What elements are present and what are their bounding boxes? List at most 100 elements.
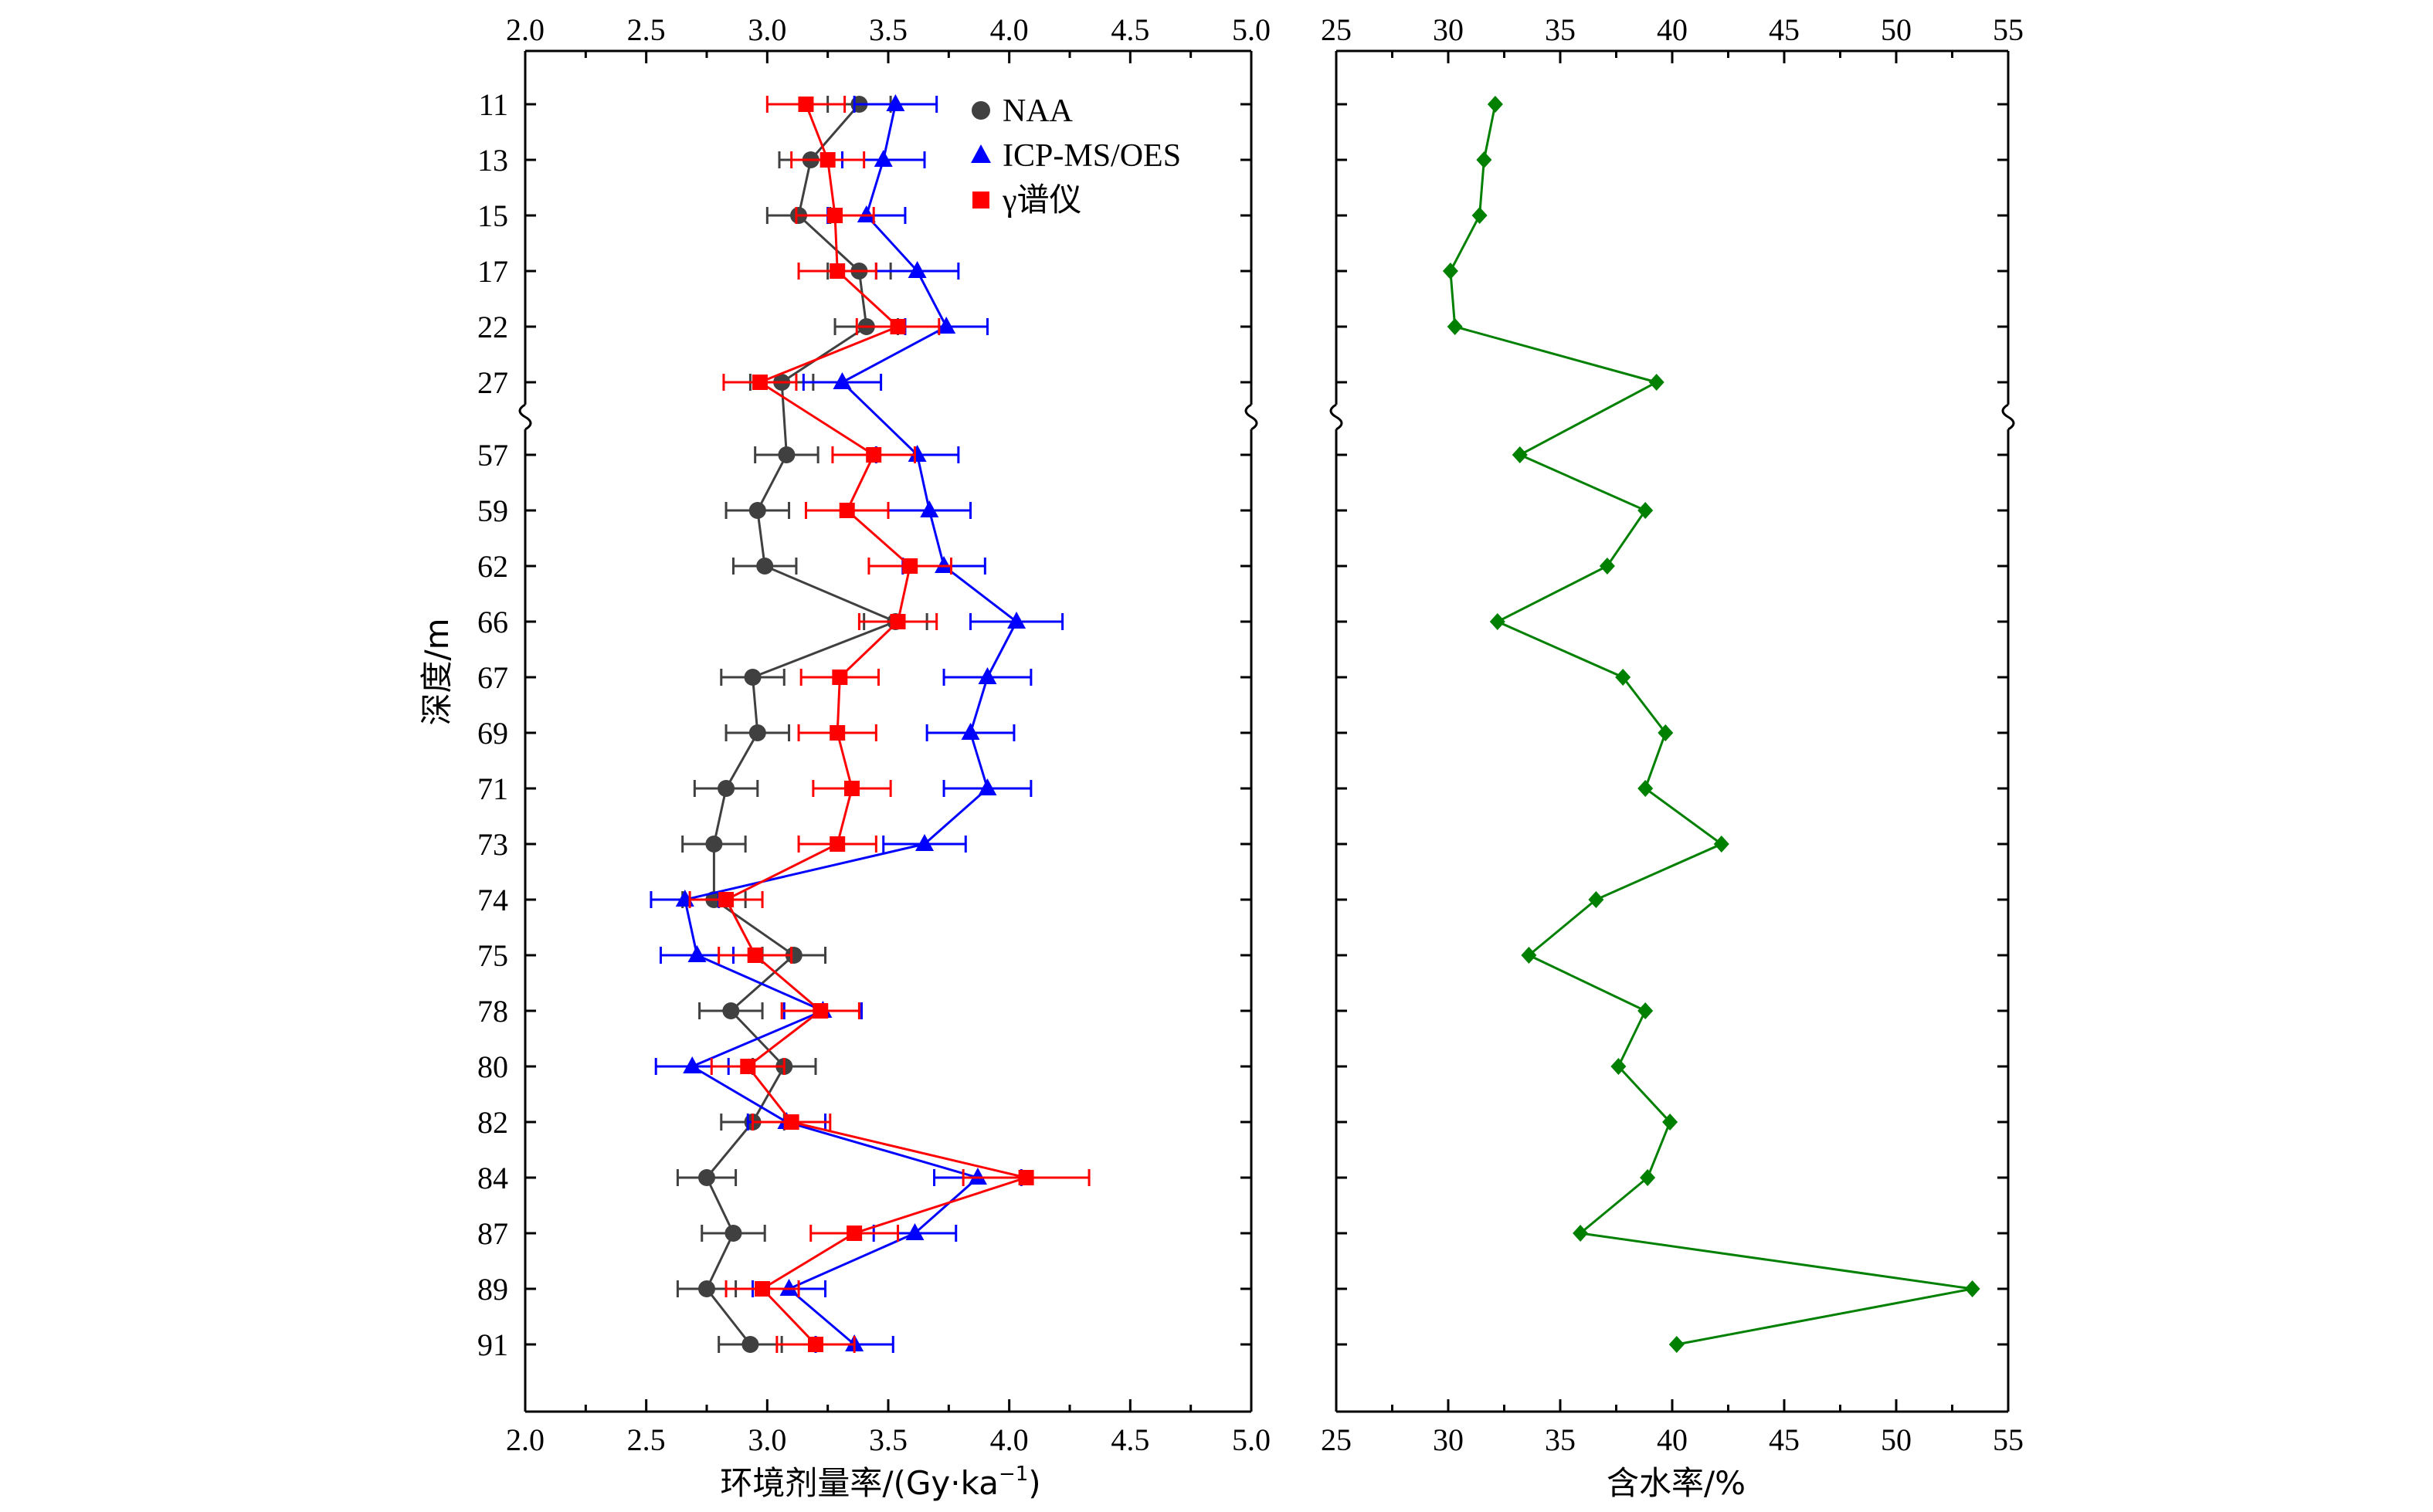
data-point	[1658, 724, 1674, 741]
data-point	[705, 836, 723, 853]
data-point	[968, 1168, 987, 1185]
series-line	[684, 103, 1018, 1346]
depth-tick-label-22: 22	[477, 310, 508, 344]
data-point	[1442, 263, 1458, 280]
depth-tick-label-13: 13	[477, 143, 508, 178]
dose-xtick-label-top: 4.5	[1111, 12, 1149, 47]
data-point	[937, 317, 956, 334]
data-point	[687, 945, 707, 962]
depth-tick-label-69: 69	[477, 716, 508, 751]
data-point	[1573, 1225, 1589, 1242]
dose-xtick-label-top: 4.0	[990, 12, 1029, 47]
data-point	[1637, 780, 1654, 797]
depth-tick-label-11: 11	[478, 87, 508, 122]
data-point	[683, 1056, 702, 1073]
water-xtick-label-bottom: 35	[1545, 1422, 1576, 1457]
legend-marker-1	[971, 144, 991, 163]
dose-xtick-label-bottom: 2.5	[627, 1422, 666, 1457]
x-axis-title-dose-rate-superscript: −1	[999, 1463, 1028, 1486]
dose-xtick-label-bottom: 5.0	[1232, 1422, 1271, 1457]
data-point	[874, 150, 893, 167]
legend-marker-2	[972, 192, 989, 208]
data-point	[1476, 151, 1492, 168]
data-point	[798, 97, 814, 112]
legend-label-1: ICP-MS/OES	[1003, 138, 1181, 174]
data-point	[741, 1336, 759, 1353]
data-point	[1668, 1336, 1685, 1353]
data-point	[744, 669, 762, 686]
depth-tick-label-84: 84	[477, 1161, 508, 1195]
data-point	[1610, 1058, 1627, 1075]
dose-xtick-label-bottom: 4.0	[990, 1422, 1029, 1457]
depth-tick-label-67: 67	[477, 660, 508, 695]
data-point	[1018, 1170, 1034, 1185]
depth-tick-label-17: 17	[477, 254, 508, 289]
data-point	[722, 1002, 740, 1019]
data-point	[978, 778, 997, 795]
data-point	[890, 614, 906, 629]
data-point	[1447, 318, 1463, 335]
water-content-axes: 25 25 30 30 35 35 40 40 45 45 50 50 55 55	[1321, 12, 2024, 1457]
data-point	[779, 1279, 799, 1296]
data-point	[1640, 1169, 1656, 1186]
dose-series-0	[676, 96, 928, 1353]
data-point	[935, 556, 954, 573]
data-point	[1521, 947, 1537, 964]
water-xtick-label-top: 25	[1321, 12, 1352, 47]
data-point	[718, 892, 735, 907]
data-point	[1487, 96, 1503, 113]
data-point	[915, 834, 934, 851]
dose-xtick-label-top: 3.0	[748, 12, 786, 47]
data-point	[748, 502, 766, 519]
data-point	[847, 1226, 863, 1241]
dose-xtick-label-top: 3.5	[869, 12, 908, 47]
data-point	[902, 558, 918, 574]
water-axis-break-right	[2001, 403, 2015, 431]
water-axis-break-left	[1329, 403, 1343, 431]
water-xtick-label-bottom: 25	[1321, 1422, 1352, 1457]
data-point	[752, 375, 768, 390]
x-axis-title-water-content: 含水率/%	[1607, 1464, 1746, 1502]
data-point	[756, 558, 774, 575]
data-point	[740, 1059, 756, 1074]
depth-tick-label-73: 73	[477, 827, 508, 862]
data-point	[698, 1169, 715, 1186]
data-point	[1007, 612, 1026, 629]
dose-xtick-label-top: 2.5	[627, 12, 666, 47]
data-point	[844, 781, 860, 796]
legend-label-0: NAA	[1003, 93, 1074, 129]
depth-tick-label-74: 74	[477, 883, 508, 917]
depth-tick-label-62: 62	[477, 549, 508, 584]
water-xtick-label-top: 50	[1881, 12, 1912, 47]
data-point	[908, 261, 927, 278]
data-point	[778, 446, 796, 463]
depth-tick-label-57: 57	[477, 438, 508, 473]
depth-tick-label-59: 59	[477, 493, 508, 528]
data-point	[961, 723, 980, 740]
depth-tick-label-75: 75	[477, 938, 508, 973]
data-point	[1648, 374, 1664, 391]
water-content-plot-area	[1442, 96, 1980, 1353]
dose-rate-axes: 2.0 2.0 2.5 2.5 3.0 3.0 3.5 3.5 4.0 4.0 4.5 4.5 5.0 5…	[477, 12, 1271, 1457]
data-point	[830, 725, 846, 741]
water-xtick-label-bottom: 45	[1769, 1422, 1800, 1457]
water-xtick-label-bottom: 30	[1433, 1422, 1464, 1457]
dose-xtick-label-bottom: 3.0	[748, 1422, 786, 1457]
dose-rate-plot-area	[650, 94, 1091, 1353]
data-point	[1637, 502, 1654, 519]
data-point	[1662, 1114, 1678, 1131]
data-point	[1471, 207, 1488, 224]
data-point	[886, 94, 905, 111]
water-xtick-label-top: 35	[1545, 12, 1576, 47]
data-point	[1599, 558, 1615, 575]
data-point	[839, 503, 855, 518]
series-line	[1449, 103, 1973, 1346]
water-xtick-label-top: 40	[1657, 12, 1688, 47]
dose-series-1	[650, 94, 1064, 1353]
data-point	[827, 208, 843, 223]
series-line	[705, 103, 899, 1345]
water-xtick-label-bottom: 40	[1657, 1422, 1688, 1457]
depth-tick-label-80: 80	[477, 1049, 508, 1084]
data-point	[813, 1003, 829, 1019]
